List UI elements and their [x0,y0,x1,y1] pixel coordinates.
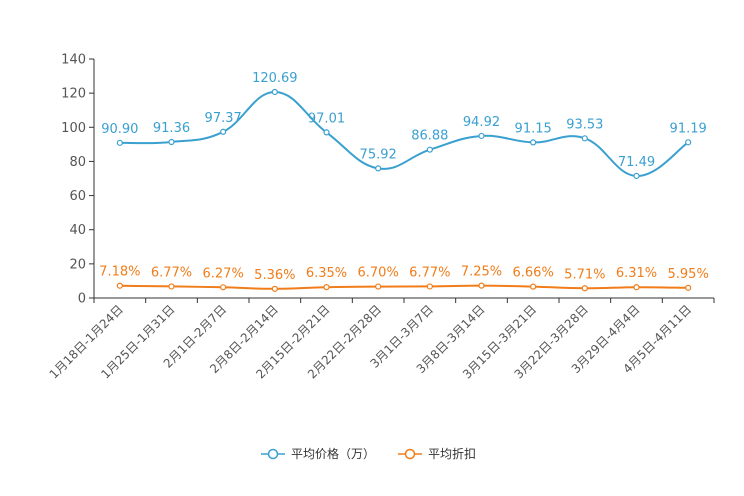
data-point[interactable] [323,284,330,291]
data-label: 71.49 [618,155,655,170]
data-label: 86.88 [411,129,448,144]
data-label: 93.53 [566,117,603,132]
data-point[interactable] [530,139,537,146]
data-point[interactable] [581,135,588,142]
data-label: 91.15 [515,121,552,136]
data-label: 120.69 [252,71,298,86]
data-label: 6.27% [203,266,244,281]
data-label: 5.95% [668,267,709,282]
y-tick-label: 140 [61,53,86,68]
data-label: 7.18% [99,265,140,280]
data-label: 90.90 [101,122,138,137]
data-point[interactable] [116,282,123,289]
legend-item-discount[interactable]: 平均折扣 [398,446,476,461]
data-point[interactable] [633,284,640,291]
y-tick-label: 40 [69,223,86,238]
data-point[interactable] [323,129,330,136]
y-tick-label: 0 [78,292,86,307]
legend-item-price[interactable]: 平均价格（万） [261,446,375,461]
data-label: 97.01 [308,111,345,126]
data-label: 6.77% [409,265,450,280]
data-point[interactable] [478,282,485,289]
data-label: 5.71% [564,267,605,282]
data-point[interactable] [271,88,278,96]
data-point[interactable] [478,132,485,140]
data-point[interactable] [116,139,123,146]
legend-discount-marker-icon [404,448,416,460]
data-label: 7.25% [461,265,502,280]
y-ticks: 0 20 40 60 80 100 120 140 [61,53,94,307]
data-point[interactable] [426,146,433,153]
data-point[interactable] [426,283,433,290]
y-tick-label: 20 [69,257,86,272]
data-point[interactable] [530,283,537,290]
x-ticks: 1月18日-1月24日1月25日-1月31日2月1日-2月7日2月8日-2月14… [47,298,715,382]
data-labels: 90.90 91.36 97.37 120.69 97.01 75.92 86.88 94.9… [99,71,709,283]
y-tick-label: 60 [69,189,86,204]
series-line-0 [119,90,689,178]
data-label: 94.92 [463,115,500,130]
series-line-1 [119,284,689,290]
data-label: 6.70% [358,266,399,281]
chart-axes [93,59,714,299]
data-label: 5.36% [254,268,295,283]
data-label: 6.35% [306,266,347,281]
legend[interactable]: 平均价格（万） 平均折扣 [261,446,476,461]
data-label: 75.92 [360,147,397,162]
data-point[interactable] [271,285,278,292]
legend-price-label: 平均价格（万） [291,446,375,461]
data-label: 97.37 [205,111,242,126]
data-point[interactable] [375,165,382,172]
data-label: 6.77% [151,265,192,280]
data-point[interactable] [581,285,588,292]
data-point[interactable] [685,284,692,291]
data-label: 6.66% [513,266,554,281]
data-point[interactable] [168,283,175,290]
data-point[interactable] [220,284,227,291]
data-label: 6.31% [616,266,657,281]
data-point[interactable] [633,172,640,180]
data-point[interactable] [220,128,227,135]
data-point[interactable] [168,138,175,146]
legend-price-marker-icon [267,448,279,460]
y-tick-label: 100 [61,121,86,136]
series-points [116,88,692,292]
data-point[interactable] [375,283,382,290]
y-tick-label: 120 [61,87,86,102]
y-tick-label: 80 [69,155,86,170]
data-label: 91.36 [153,121,190,136]
legend-discount-label: 平均折扣 [428,446,476,461]
data-label: 91.19 [670,121,707,136]
data-point[interactable] [685,139,692,146]
